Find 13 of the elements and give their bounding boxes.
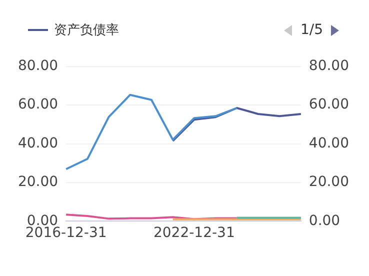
x-tick-label: 2022-12-31: [153, 225, 235, 242]
y2-tick-label: 60.00: [308, 96, 350, 113]
y-tick-label: 80.00: [18, 58, 58, 74]
y2-tick-label: 80.00: [308, 58, 350, 74]
text: 1/5: [300, 22, 323, 38]
y2-tick-label: 40.00: [308, 135, 350, 152]
y-tick-label: 60.00: [18, 96, 58, 113]
y2-tick-label: 20.00: [308, 174, 350, 190]
y-tick-label: 40.00: [18, 135, 58, 152]
y2-tick-label: 0.00: [308, 212, 340, 229]
y-tick-label: 20.00: [18, 174, 58, 190]
legend-label: 资产负债率: [54, 22, 119, 39]
x-tick-label: 2016-12-31: [25, 225, 107, 242]
